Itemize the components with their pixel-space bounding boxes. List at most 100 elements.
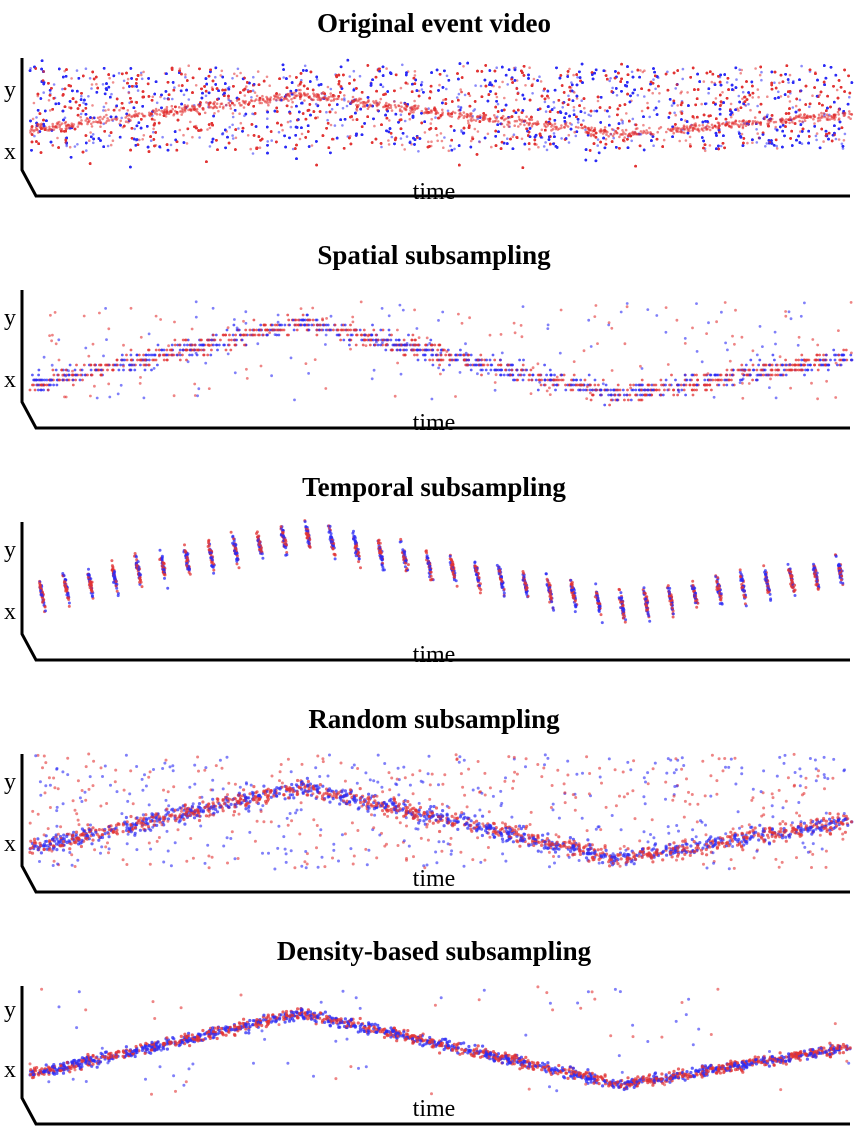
- event-point: [605, 138, 608, 141]
- event-point: [341, 124, 344, 127]
- event-point: [756, 105, 759, 108]
- event-point: [678, 140, 681, 143]
- event-point: [730, 116, 733, 119]
- event-point: [652, 78, 655, 81]
- event-point: [266, 76, 269, 79]
- event-point: [560, 137, 563, 140]
- event-point: [64, 117, 67, 120]
- event-point: [448, 150, 451, 153]
- event-point: [430, 122, 433, 125]
- event-point: [573, 109, 576, 112]
- event-point: [404, 120, 407, 123]
- event-point: [110, 93, 113, 96]
- event-point: [789, 74, 792, 77]
- event-point: [183, 94, 186, 97]
- event-point: [301, 133, 304, 136]
- event-point: [553, 107, 556, 110]
- event-point: [751, 96, 754, 99]
- event-point: [815, 135, 818, 138]
- event-point: [430, 140, 433, 143]
- event-point: [251, 113, 254, 116]
- event-point: [222, 133, 225, 136]
- event-point: [740, 69, 743, 72]
- event-point: [759, 74, 762, 77]
- event-point: [503, 126, 506, 129]
- event-point: [567, 95, 570, 98]
- event-point: [778, 82, 781, 85]
- event-point: [352, 119, 355, 122]
- event-point: [756, 141, 759, 144]
- event-point: [792, 106, 795, 109]
- event-point: [470, 140, 473, 143]
- event-point: [424, 131, 427, 134]
- event-point: [584, 112, 587, 115]
- event-point: [570, 81, 573, 84]
- event-point: [330, 88, 333, 91]
- event-point: [282, 76, 285, 79]
- event-point: [584, 129, 587, 132]
- event-point: [764, 145, 767, 148]
- event-point: [506, 137, 509, 140]
- event-point: [800, 65, 803, 68]
- event-point: [477, 130, 480, 133]
- event-point: [521, 138, 524, 141]
- event-point: [120, 117, 123, 120]
- event-point: [568, 141, 571, 144]
- event-point: [720, 145, 723, 148]
- event-point: [217, 110, 220, 113]
- event-point: [741, 133, 744, 136]
- event-point: [458, 93, 461, 96]
- event-point: [495, 66, 498, 69]
- event-point: [815, 139, 818, 142]
- event-point: [776, 147, 779, 150]
- event-point: [766, 95, 769, 98]
- event-point: [799, 99, 802, 102]
- event-point: [747, 103, 750, 106]
- event-point: [107, 145, 110, 148]
- event-point: [141, 138, 144, 141]
- event-point: [751, 141, 754, 144]
- event-point: [501, 81, 504, 84]
- event-point: [503, 97, 506, 100]
- event-point: [643, 95, 646, 98]
- event-point: [844, 133, 847, 136]
- event-point: [290, 106, 293, 109]
- event-point: [252, 89, 255, 92]
- event-point: [413, 100, 416, 103]
- event-point: [590, 115, 593, 118]
- event-point: [766, 142, 769, 145]
- event-point: [90, 87, 93, 90]
- event-point: [33, 102, 36, 105]
- event-point: [187, 64, 190, 67]
- event-point: [474, 128, 477, 131]
- event-point: [281, 129, 284, 132]
- event-point: [414, 70, 417, 73]
- event-point: [646, 102, 649, 105]
- event-point: [414, 74, 417, 77]
- event-point: [632, 118, 635, 121]
- event-point: [112, 81, 115, 84]
- event-point: [421, 81, 424, 84]
- event-point: [848, 96, 851, 99]
- event-point: [543, 145, 546, 148]
- event-point: [795, 105, 798, 108]
- event-point: [544, 101, 547, 104]
- event-point: [685, 139, 688, 142]
- event-point: [178, 84, 181, 87]
- event-point: [137, 89, 140, 92]
- event-point: [88, 139, 91, 142]
- event-point: [161, 136, 164, 139]
- event-point: [553, 132, 556, 135]
- event-point: [616, 94, 619, 97]
- event-point: [52, 144, 55, 147]
- event-point: [742, 91, 745, 94]
- event-point: [682, 68, 685, 71]
- event-point: [85, 67, 88, 70]
- event-point: [238, 112, 241, 115]
- event-point: [388, 119, 391, 122]
- event-point: [278, 131, 281, 134]
- event-point: [573, 91, 576, 94]
- event-point: [334, 124, 337, 127]
- event-point: [152, 96, 155, 99]
- event-point: [127, 78, 130, 81]
